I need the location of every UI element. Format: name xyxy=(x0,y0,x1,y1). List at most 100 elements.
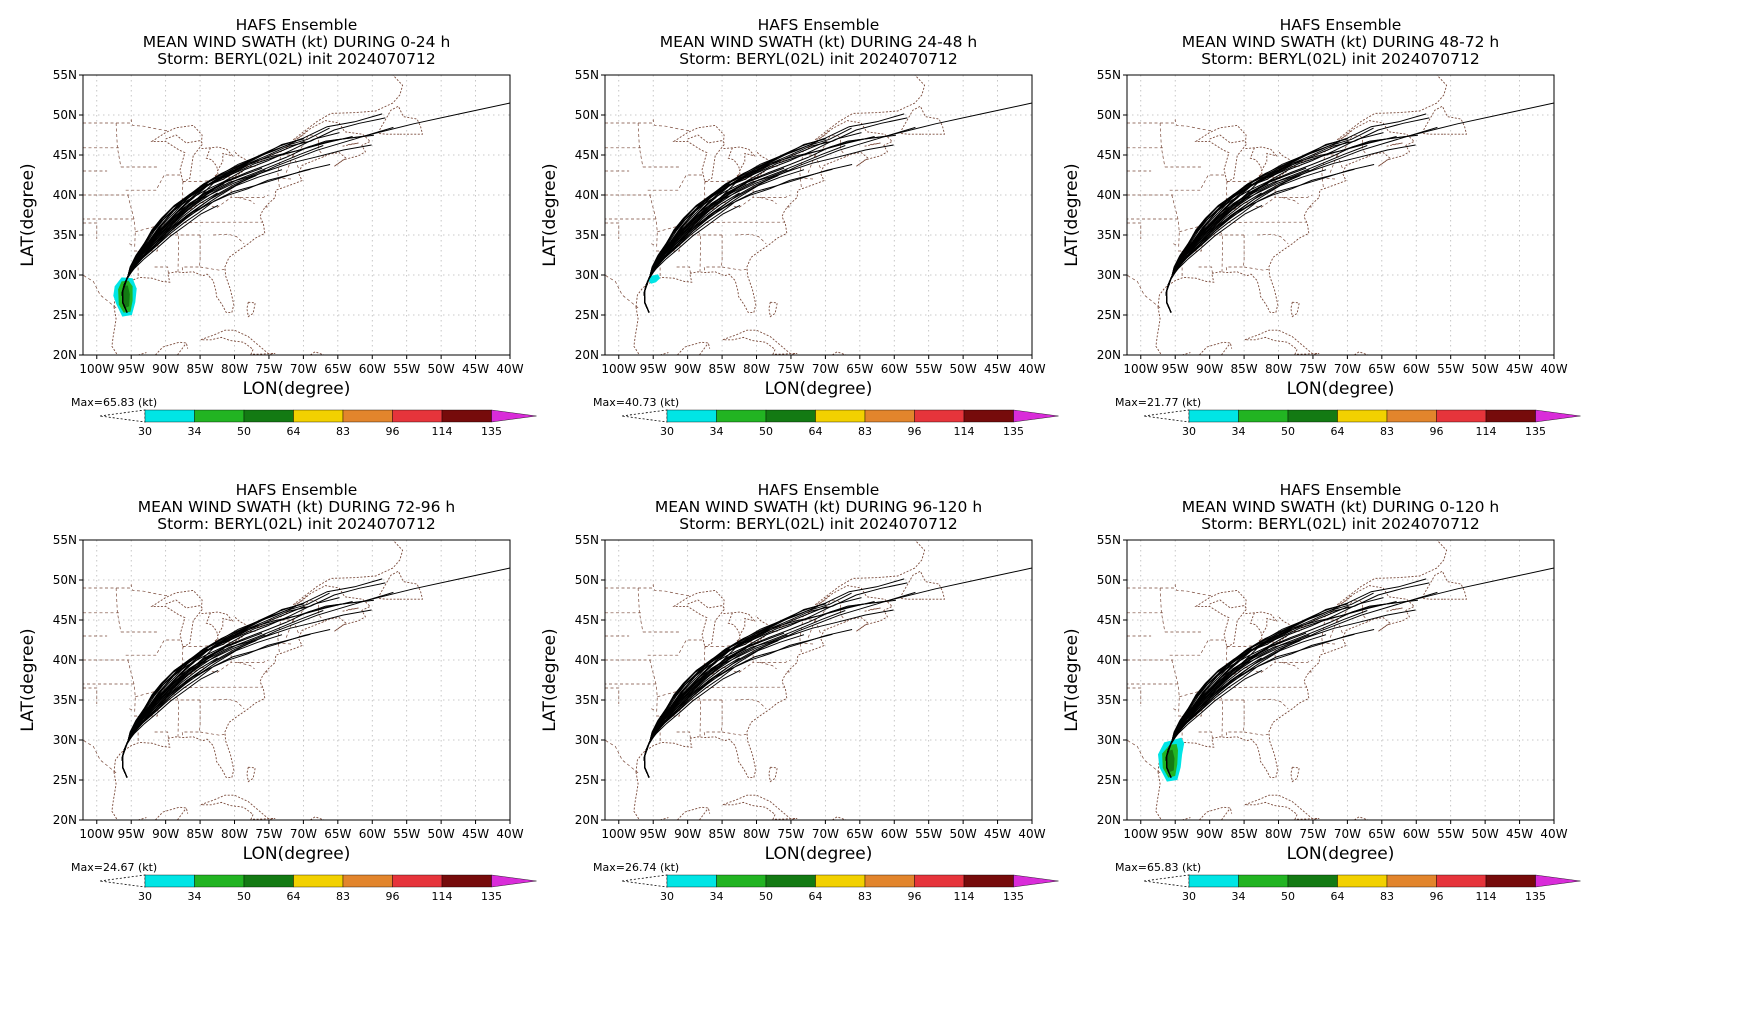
boundary-line xyxy=(127,659,136,712)
boundary-line xyxy=(735,233,767,245)
boundary-line xyxy=(83,739,117,774)
colorbar-under-arrow xyxy=(99,874,146,888)
y-tick-label: 25N xyxy=(575,773,599,787)
boundary-line xyxy=(115,587,122,633)
coastline xyxy=(1421,570,1468,600)
boundary-line xyxy=(213,173,218,177)
ensemble-tracks xyxy=(1165,567,1554,778)
colorbar-segment xyxy=(914,874,965,888)
y-tick-label: 20N xyxy=(575,813,599,827)
x-tick-label: 50W xyxy=(1472,827,1499,841)
colorbar-segment xyxy=(864,874,915,888)
coastline xyxy=(1221,342,1231,355)
x-tick-label: 80W xyxy=(221,827,248,841)
x-tick-label: 45W xyxy=(462,827,489,841)
coastline xyxy=(342,142,359,147)
boundary-line xyxy=(168,687,180,737)
boundary-line xyxy=(1323,642,1336,645)
track-line xyxy=(643,631,764,778)
max-value-label: Max=21.77 (kt) xyxy=(1115,396,1201,409)
x-tick-label: 100W xyxy=(601,827,636,841)
y-tick-label: 40N xyxy=(53,188,77,202)
track-line xyxy=(121,136,353,313)
map-area xyxy=(605,75,1032,355)
y-tick-label: 20N xyxy=(1097,813,1121,827)
track-line xyxy=(122,102,510,313)
x-tick-label: 45W xyxy=(1506,827,1533,841)
boundary-line xyxy=(1127,222,1142,239)
track-line xyxy=(121,601,353,778)
colorbar-segment xyxy=(963,409,1014,423)
track-line xyxy=(643,163,771,313)
boundary-line xyxy=(1257,638,1262,642)
boundary-line xyxy=(792,135,847,157)
boundary-line xyxy=(1159,587,1166,633)
boundary-line xyxy=(676,266,691,274)
colorbar-label: 64 xyxy=(809,425,823,438)
boundary-line xyxy=(637,122,644,168)
y-tick-label: 45N xyxy=(575,148,599,162)
track-line xyxy=(643,592,852,778)
track-line xyxy=(1165,117,1430,313)
boundary-line xyxy=(125,639,181,656)
colorbar-segment xyxy=(716,409,767,423)
title-line-3: Storm: BERYL(02L) init 2024070712 xyxy=(157,515,436,533)
boundary-line xyxy=(722,266,747,271)
coastline xyxy=(1206,341,1233,349)
coastline xyxy=(1354,816,1369,820)
colorbar-under-arrow xyxy=(621,874,668,888)
colorbar-segment xyxy=(243,409,294,423)
coastline xyxy=(676,346,686,355)
track-line xyxy=(121,630,246,778)
colorbar-over-arrow xyxy=(491,409,537,423)
x-tick-label: 50W xyxy=(950,362,977,376)
boundary-line xyxy=(1244,266,1269,271)
track-line xyxy=(1165,136,1397,313)
coastline xyxy=(832,816,847,820)
boundary-line xyxy=(154,266,169,274)
y-tick-label: 45N xyxy=(1097,148,1121,162)
x-tick-label: 60W xyxy=(359,362,386,376)
boundary-line xyxy=(1281,197,1299,205)
boundary-line xyxy=(83,118,170,132)
colorbar-segment xyxy=(144,874,195,888)
title-line-1: HAFS Ensemble xyxy=(236,481,358,499)
colorbar-segment xyxy=(1436,409,1487,423)
track-line xyxy=(643,117,908,313)
boundary-line xyxy=(1127,739,1161,774)
boundary-line xyxy=(115,122,122,168)
y-tick-label: 35N xyxy=(575,228,599,242)
x-tick-label: 80W xyxy=(743,362,770,376)
coastline xyxy=(727,612,741,637)
boundary-line xyxy=(154,731,169,739)
y-axis: 20N 25N 30N 35N 40N 45N 50N 55N xyxy=(1097,68,1127,362)
y-tick-label: 40N xyxy=(53,653,77,667)
title-line-1: HAFS Ensemble xyxy=(1280,16,1402,34)
map-frame xyxy=(1126,539,1555,821)
track-line xyxy=(121,163,249,313)
coastline xyxy=(111,771,118,820)
coastline xyxy=(672,589,726,648)
coastline xyxy=(864,607,881,612)
colorbar-label: 50 xyxy=(1281,890,1295,903)
coastline xyxy=(1157,75,1448,314)
colorbar-label: 64 xyxy=(287,425,301,438)
track-line xyxy=(644,567,1032,778)
track-line xyxy=(1165,601,1397,778)
boundary-line xyxy=(605,739,639,774)
coastline xyxy=(1194,589,1248,648)
colorbar-label: 135 xyxy=(1003,890,1024,903)
boundary-line xyxy=(1245,197,1276,209)
boundary-line xyxy=(1212,687,1224,737)
boundary-line xyxy=(1198,266,1213,274)
y-tick-label: 55N xyxy=(53,533,77,547)
boundary-line xyxy=(1127,118,1214,132)
x-tick-label: 85W xyxy=(187,827,214,841)
x-tick-label: 100W xyxy=(1123,827,1158,841)
coastline xyxy=(1354,351,1369,355)
x-tick-label: 40W xyxy=(1018,827,1045,841)
coastline xyxy=(1249,147,1263,172)
coastline xyxy=(1206,806,1233,814)
